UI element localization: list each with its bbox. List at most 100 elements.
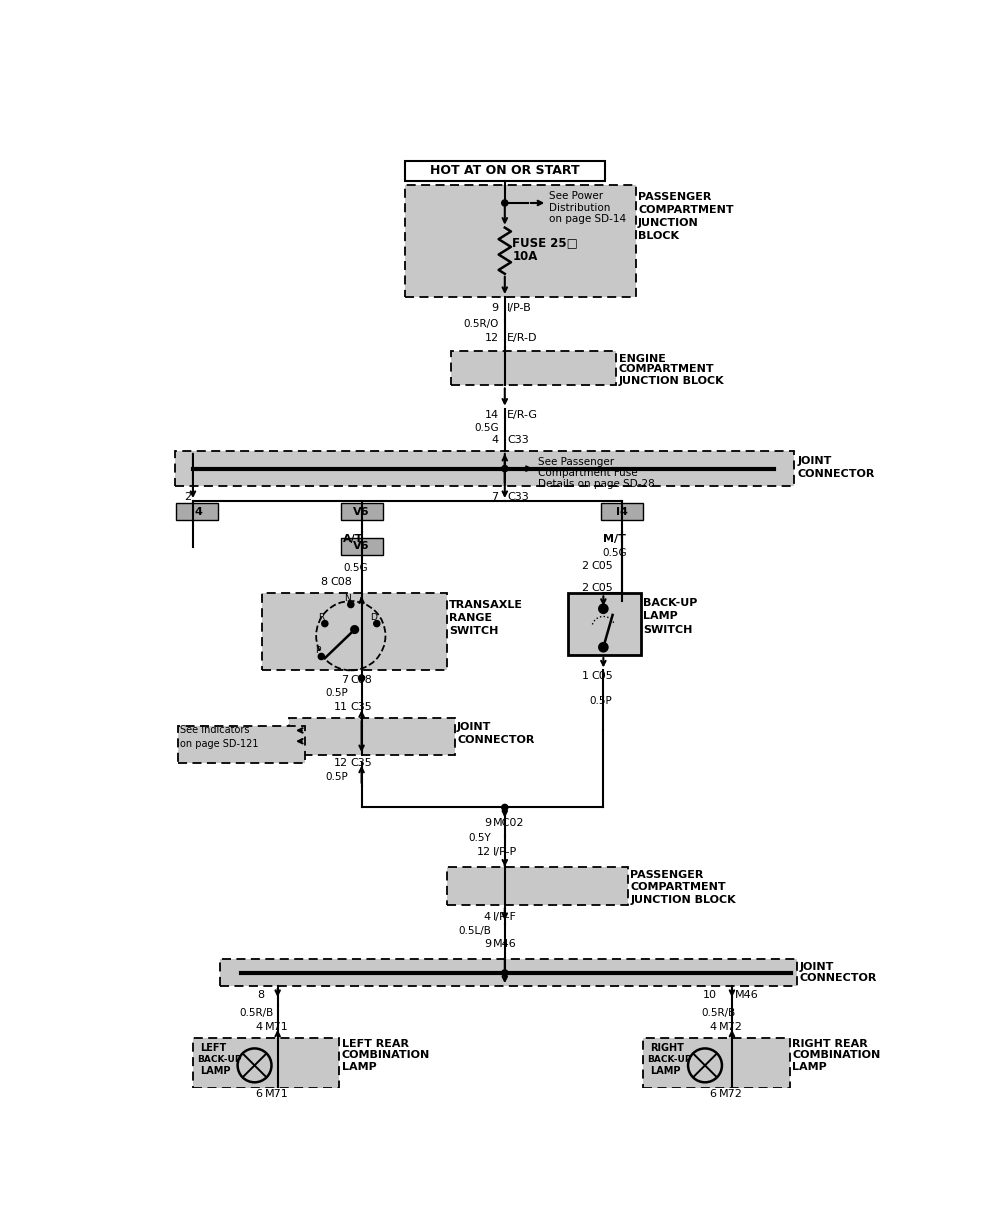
Text: I4: I4	[191, 506, 203, 517]
Text: LAMP: LAMP	[643, 612, 678, 621]
Text: See Indicators: See Indicators	[180, 725, 249, 735]
Text: HOT AT ON OR START: HOT AT ON OR START	[430, 164, 580, 177]
Text: See Passenger: See Passenger	[538, 457, 614, 467]
Bar	[193, 1037, 339, 1087]
Bar	[451, 351, 616, 385]
Text: N: N	[344, 594, 351, 603]
Text: V6: V6	[353, 506, 370, 517]
Text: CONNECTOR: CONNECTOR	[457, 735, 534, 745]
Text: 0.5P: 0.5P	[325, 689, 348, 698]
Text: C05: C05	[591, 561, 613, 571]
Text: JUNCTION BLOCK: JUNCTION BLOCK	[630, 895, 736, 905]
Bar	[405, 160, 605, 181]
Text: M/T: M/T	[603, 534, 625, 544]
Text: 6: 6	[255, 1088, 262, 1098]
Text: 14: 14	[485, 410, 499, 419]
Text: 9: 9	[492, 303, 499, 313]
Text: 12: 12	[485, 333, 499, 342]
Text: 0.5L/B: 0.5L/B	[458, 926, 491, 936]
Text: M46: M46	[493, 939, 517, 949]
Text: LAMP: LAMP	[200, 1065, 230, 1076]
Bar	[175, 451, 794, 486]
Circle shape	[348, 602, 354, 608]
Text: 11: 11	[334, 702, 348, 712]
Circle shape	[502, 970, 508, 976]
Text: M71: M71	[265, 1022, 288, 1032]
Bar	[405, 185, 636, 297]
Text: E/R-G: E/R-G	[507, 410, 538, 419]
Text: RANGE: RANGE	[449, 613, 492, 623]
Text: COMBINATION: COMBINATION	[792, 1051, 880, 1060]
Text: SWITCH: SWITCH	[449, 626, 499, 636]
Text: 2: 2	[582, 583, 589, 593]
Text: M71: M71	[265, 1088, 288, 1098]
Text: I/P-F: I/P-F	[493, 912, 517, 922]
Text: R: R	[319, 613, 325, 623]
Circle shape	[502, 199, 508, 205]
Text: 9: 9	[484, 818, 491, 828]
Text: 10A: 10A	[512, 249, 538, 263]
Text: C08: C08	[330, 577, 352, 587]
Bar	[262, 593, 447, 670]
Bar	[568, 593, 641, 656]
Text: LEFT: LEFT	[200, 1043, 226, 1053]
Text: COMPARTMENT: COMPARTMENT	[630, 883, 726, 893]
Text: 7: 7	[492, 492, 499, 503]
Text: P: P	[316, 646, 321, 654]
Text: Compartment Fuse: Compartment Fuse	[538, 468, 638, 478]
Text: BACK-UP: BACK-UP	[647, 1054, 692, 1064]
Text: 0.5G: 0.5G	[343, 563, 368, 572]
Text: A/T: A/T	[343, 534, 364, 544]
Text: C35: C35	[350, 758, 372, 768]
Text: PASSENGER: PASSENGER	[630, 871, 704, 881]
Text: 8: 8	[257, 991, 265, 1000]
Bar	[220, 959, 797, 986]
Text: TRANSAXLE: TRANSAXLE	[449, 600, 523, 610]
Text: M72: M72	[719, 1022, 743, 1032]
Circle shape	[599, 604, 608, 614]
Bar	[341, 538, 383, 555]
Text: D: D	[370, 613, 377, 623]
Text: 8: 8	[321, 577, 328, 587]
Circle shape	[502, 466, 508, 472]
Text: Distribution: Distribution	[549, 203, 611, 213]
Text: 0.5P: 0.5P	[590, 696, 612, 706]
Text: JOINT: JOINT	[797, 456, 832, 466]
Text: 7: 7	[341, 675, 348, 685]
Circle shape	[351, 626, 358, 634]
Text: 0.5P: 0.5P	[325, 772, 348, 781]
Text: C35: C35	[350, 702, 372, 712]
Text: RIGHT: RIGHT	[650, 1043, 684, 1053]
Text: 1: 1	[582, 670, 589, 681]
Text: BACK-UP: BACK-UP	[197, 1054, 241, 1064]
Text: 10: 10	[703, 991, 717, 1000]
Bar	[289, 718, 455, 755]
Text: 9: 9	[484, 939, 491, 949]
Text: 12: 12	[477, 848, 491, 857]
Circle shape	[374, 620, 380, 626]
Text: ENGINE: ENGINE	[619, 353, 666, 363]
Text: 0.5R/O: 0.5R/O	[463, 319, 499, 329]
Text: LAMP: LAMP	[650, 1065, 681, 1076]
Text: COMPARTMENT: COMPARTMENT	[619, 364, 714, 374]
Text: C33: C33	[507, 492, 529, 503]
Text: V6: V6	[353, 542, 370, 552]
Text: M72: M72	[719, 1088, 743, 1098]
Bar	[341, 504, 383, 520]
Text: C33: C33	[507, 435, 529, 445]
Text: I4: I4	[616, 506, 628, 517]
Text: C05: C05	[591, 583, 613, 593]
Text: JOINT: JOINT	[800, 961, 834, 972]
Text: CONNECTOR: CONNECTOR	[800, 974, 877, 983]
Text: SWITCH: SWITCH	[643, 625, 693, 635]
Text: on page SD-14: on page SD-14	[549, 214, 627, 224]
Text: 2: 2	[184, 492, 191, 503]
Text: 0.5G: 0.5G	[603, 548, 627, 558]
Text: JUNCTION BLOCK: JUNCTION BLOCK	[619, 375, 724, 385]
Text: E/R-D: E/R-D	[507, 333, 538, 342]
Text: 0.5Y: 0.5Y	[468, 833, 491, 843]
Text: LEFT REAR: LEFT REAR	[342, 1038, 409, 1049]
Circle shape	[318, 653, 324, 659]
Text: M46: M46	[735, 991, 759, 1000]
Text: 4: 4	[484, 912, 491, 922]
